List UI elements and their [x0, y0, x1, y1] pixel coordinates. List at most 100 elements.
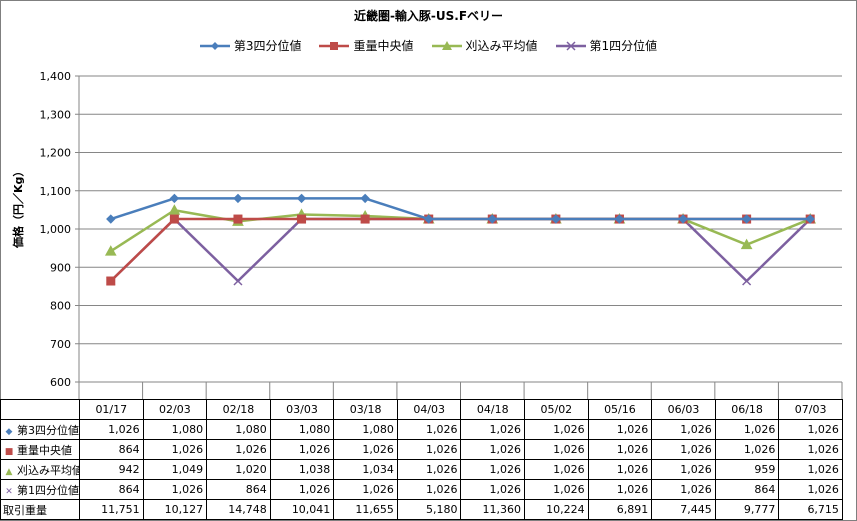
table-cell: 1,049 [142, 459, 208, 480]
legend-swatch [319, 41, 350, 50]
table-cell: 1,026 [142, 439, 208, 460]
table-cell: 6,715 [778, 499, 843, 520]
x-category-label: 04/03 [396, 399, 462, 420]
x-category-label: 07/03 [778, 399, 843, 420]
y-tick-label: 1,200 [40, 147, 72, 160]
x-category-label: 05/16 [587, 399, 653, 420]
y-tick-label: 1,400 [40, 70, 72, 83]
legend-swatch [431, 40, 462, 50]
data-point-1 [487, 214, 497, 224]
y-tick-label: 1,300 [40, 108, 72, 121]
chart-title: 近畿圏-輸入豚-US.Fベリー [353, 9, 504, 23]
table-cell: 1,026 [396, 459, 462, 480]
table-cell: 1,026 [714, 439, 780, 460]
x-category-label: 06/18 [714, 399, 780, 420]
table-cell: 10,127 [142, 499, 208, 520]
table-cell: 1,026 [524, 459, 589, 480]
table-cell: 1,026 [587, 419, 653, 440]
table-cell: 11,751 [79, 499, 144, 520]
table-cell: 1,080 [269, 419, 335, 440]
y-tick-label: 900 [50, 261, 71, 274]
data-table: 01/17 02/03 02/18 03/03 03/18 04/03 04/18 05/02… [0, 399, 843, 520]
table-cell: 864 [79, 439, 144, 460]
table-cell: 1,026 [651, 419, 716, 440]
table-cell: 1,026 [460, 459, 526, 480]
data-point-1 [805, 214, 815, 224]
series-name: 刈込み平均値 [17, 463, 80, 477]
y-axis-label: 価格（円／Kg） [12, 165, 25, 248]
table-cell: 10,224 [524, 499, 589, 520]
table-cell: 864 [79, 479, 144, 500]
data-point-3 [104, 245, 117, 256]
table-cell: 1,026 [651, 479, 716, 500]
series-name: 第1四分位値 [17, 483, 79, 497]
chart-legend: 第3四分位値 重量中央値 刈込み平均値 第1四分位値 [0, 37, 857, 54]
legend-label: 第3四分位値 [233, 39, 302, 53]
y-tick-label: 1,100 [40, 185, 72, 198]
data-point-1 [614, 214, 625, 224]
data-point-1 [106, 214, 116, 224]
table-row: ✕ 第1四分位値 864 1,026 864 1,026 1,026 1,026 1,026 1,… [0, 479, 843, 500]
y-tick-label: 600 [50, 376, 71, 389]
table-row-label: ▲ 刈込み平均値 [0, 459, 80, 480]
legend-label: 刈込み平均値 [465, 39, 538, 53]
table-cell: 1,026 [269, 439, 335, 460]
chart-plot: 600 700 800 900 1,000 1,100 1,200 1,300 1,400 [40, 70, 843, 399]
legend-item-4: 第1四分位値 [555, 37, 658, 54]
legend-item-1: 第3四分位値 [199, 37, 302, 54]
legend-label: 第1四分位値 [589, 39, 658, 53]
table-cell: 1,026 [460, 479, 526, 500]
table-cell: 864 [714, 479, 780, 500]
data-point-3 [168, 204, 181, 215]
legend-swatch [555, 40, 586, 51]
table-cell: 7,445 [651, 499, 716, 520]
data-point-4 [233, 276, 243, 286]
table-cell: 14,748 [206, 499, 271, 520]
table-cell: 1,026 [142, 479, 208, 500]
table-cell: 1,034 [333, 459, 398, 480]
table-cell: 942 [79, 459, 144, 480]
y-tick-label: 800 [50, 300, 71, 313]
table-cell: 1,080 [206, 419, 271, 440]
table-cell: 1,026 [778, 479, 843, 500]
table-cell: 1,026 [778, 459, 843, 480]
data-point-1 [741, 214, 752, 224]
legend-key-icon: ■ [4, 446, 14, 457]
x-category-label: 02/18 [206, 399, 271, 420]
table-cell: 1,080 [333, 419, 398, 440]
series-name: 第3四分位値 [17, 423, 79, 437]
table-cell: 1,026 [333, 479, 398, 500]
data-point-1 [169, 193, 180, 204]
table-cell: 1,026 [651, 439, 716, 460]
table-cell: 1,020 [206, 459, 271, 480]
legend-key-icon: ▲ [5, 466, 13, 477]
x-category-label: 05/02 [524, 399, 589, 420]
table-cell: 1,026 [206, 439, 271, 460]
table-cell: 1,026 [524, 439, 589, 460]
table-cell: 1,038 [269, 459, 335, 480]
x-category-label: 04/18 [460, 399, 526, 420]
legend-item-3: 刈込み平均値 [431, 37, 538, 54]
table-cell: 11,655 [333, 499, 398, 520]
legend-key-icon: ◆ [5, 426, 13, 437]
legend-key-icon: ✕ [5, 486, 13, 497]
table-corner [0, 399, 80, 420]
table-cell: 1,026 [524, 419, 589, 440]
table-cell: 1,026 [778, 439, 843, 460]
data-point-1 [360, 193, 370, 204]
table-cell: 1,026 [333, 439, 398, 460]
series-line-3 [110, 209, 811, 253]
table-cell: 1,026 [460, 439, 526, 460]
table-cell: 1,026 [778, 419, 843, 440]
data-point-1 [233, 193, 243, 204]
table-cell: 10,041 [269, 499, 335, 520]
y-tick-label: 1,000 [40, 223, 72, 236]
table-row: ◆ 第3四分位値 1,026 1,080 1,080 1,080 1,080 1,026 1,0… [0, 419, 843, 440]
table-header-row: 01/17 02/03 02/18 03/03 03/18 04/03 04/18 05/02… [0, 399, 843, 420]
x-category-label: 02/03 [142, 399, 208, 420]
data-point-1 [551, 214, 561, 224]
data-point-2 [297, 214, 307, 224]
table-row-label: 取引重量 [0, 499, 80, 520]
data-point-4 [742, 276, 752, 286]
table-cell: 1,026 [524, 479, 589, 500]
